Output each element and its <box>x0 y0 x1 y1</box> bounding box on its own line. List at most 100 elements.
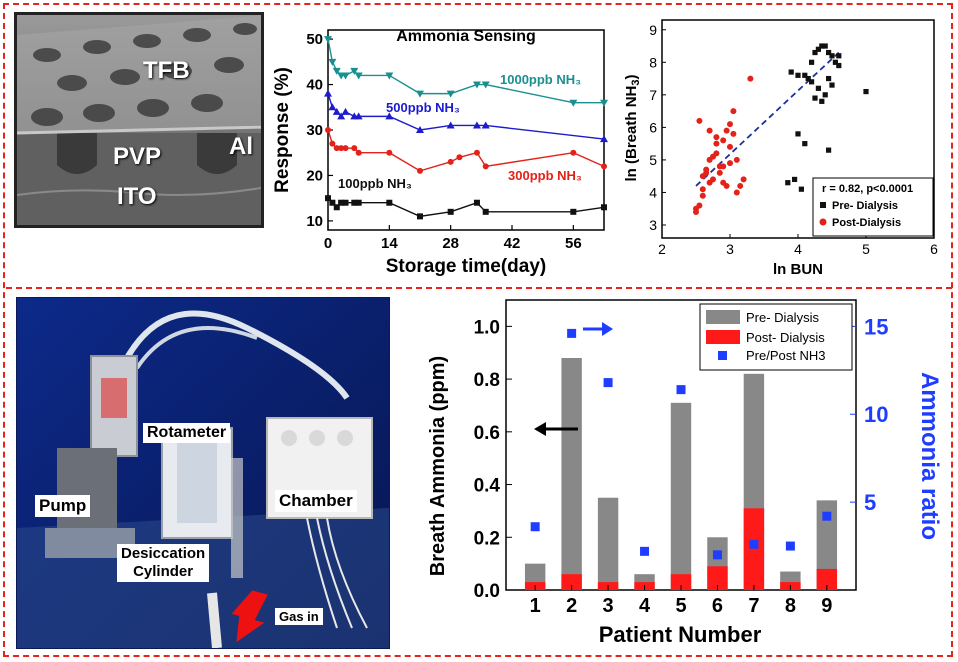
data-point <box>696 117 703 124</box>
data-point <box>329 140 336 147</box>
sensing-chart-svg: Ammonia Sensing Storage time(day) Respon… <box>272 28 608 277</box>
data-point <box>472 121 481 129</box>
data-point <box>481 121 490 129</box>
data-point <box>447 208 454 215</box>
ratio-point <box>785 541 795 551</box>
data-point <box>727 143 733 150</box>
y-tick-label: 20 <box>306 167 323 184</box>
data-point <box>713 134 720 141</box>
data-point <box>332 67 341 75</box>
data-point <box>456 154 463 161</box>
breath-ammonia-chart-svg: 1 2 3 4 5 6 7 8 9 0.0 0.2 0.4 0.6 0.8 1.0 5 10 15 Patient… <box>427 299 943 647</box>
y-tick-label: 40 <box>306 77 323 94</box>
data-point <box>713 140 720 147</box>
x-axis-label: Patient Number <box>599 622 762 647</box>
legend-marker-post <box>819 218 827 226</box>
x-tick-label: 7 <box>748 595 759 617</box>
legend-marker-ratio <box>718 351 727 360</box>
data-point <box>328 58 337 66</box>
data-point <box>351 199 358 206</box>
data-point <box>720 163 727 170</box>
x-tick-label: 6 <box>712 595 723 617</box>
data-point <box>805 75 811 82</box>
data-point <box>570 149 577 156</box>
data-point <box>863 88 869 95</box>
bar-pre-dialysis <box>670 402 692 590</box>
data-point <box>798 186 804 192</box>
x-tick-label: 8 <box>785 595 796 617</box>
data-point <box>727 121 733 128</box>
data-point <box>812 95 818 101</box>
bar-pre-dialysis <box>816 500 838 590</box>
data-point <box>324 89 332 97</box>
x-tick-label: 9 <box>821 595 832 617</box>
data-point <box>386 199 393 206</box>
data-point <box>826 147 832 153</box>
data-point <box>355 199 362 206</box>
legend-marker-pre <box>820 202 826 208</box>
data-point <box>812 49 818 56</box>
data-point <box>473 149 480 156</box>
data-point <box>570 208 577 215</box>
data-point <box>809 59 815 65</box>
x-tick-label: 4 <box>639 595 651 617</box>
data-point <box>386 149 393 156</box>
data-point <box>723 182 730 189</box>
x-tick-label: 5 <box>675 595 686 617</box>
data-point <box>809 79 815 85</box>
series-label-300ppb: 300ppb NH₃ <box>508 168 582 183</box>
data-point <box>333 145 340 152</box>
y2-tick-label: 10 <box>864 402 888 427</box>
data-point <box>342 145 349 152</box>
ito-label: ITO <box>117 183 157 210</box>
data-point <box>417 167 423 174</box>
data-point <box>385 112 394 120</box>
y-tick-label: 3 <box>649 217 657 233</box>
x-tick-label: 28 <box>442 235 459 252</box>
data-point <box>446 90 455 98</box>
data-point <box>355 149 362 156</box>
data-point <box>328 103 337 111</box>
tfb-label: TFB <box>143 57 190 84</box>
data-point <box>716 169 723 176</box>
y-tick-label: 4 <box>649 184 657 200</box>
x-tick-label: 3 <box>726 241 734 257</box>
data-point <box>822 92 828 98</box>
x-tick-label: 2 <box>566 595 577 617</box>
y-tick-label: 6 <box>649 119 657 135</box>
data-point <box>730 130 737 137</box>
data-point <box>699 173 706 180</box>
data-point <box>733 156 740 163</box>
data-point <box>727 160 733 167</box>
data-point <box>472 81 481 89</box>
data-point <box>325 127 331 133</box>
legend-box: Pre- Dialysis Post- Dialysis Pre/Post NH… <box>699 303 853 371</box>
al-label: Al <box>229 133 253 160</box>
data-point <box>733 189 740 196</box>
figure-divider <box>6 287 952 289</box>
y-tick-label: 5 <box>649 152 657 168</box>
x-tick-label: 6 <box>930 241 938 257</box>
ratio-point <box>749 539 759 549</box>
data-point <box>706 179 713 186</box>
data-point <box>482 163 489 170</box>
legend-box: r = 0.82, p<0.0001 Pre- Dialysis Post-Di… <box>812 177 934 237</box>
data-point <box>324 36 332 44</box>
setup-photo: Rotameter Pump Chamber Desiccation Cylin… <box>16 297 390 649</box>
y-tick-label: 0.4 <box>474 476 501 497</box>
data-point <box>482 208 489 215</box>
y-tick-label: 9 <box>649 22 657 38</box>
data-point <box>737 182 744 189</box>
data-point <box>385 72 394 80</box>
x-tick-label: 3 <box>603 595 614 617</box>
data-point <box>795 131 801 137</box>
ratio-point <box>640 546 650 556</box>
data-point <box>481 81 490 89</box>
data-point <box>351 145 358 152</box>
x-axis-label: Storage time(day) <box>386 256 546 277</box>
x-tick-label: 4 <box>794 241 802 257</box>
sem-image-drawing <box>17 15 261 225</box>
data-point <box>703 166 710 173</box>
desiccation-text: Desiccation <box>121 545 206 562</box>
